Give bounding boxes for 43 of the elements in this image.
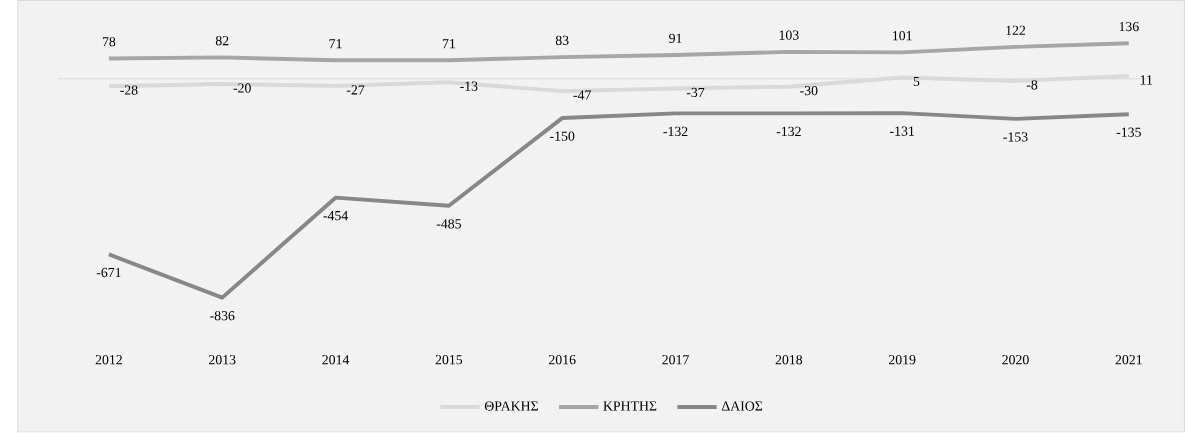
- data-label: 91: [669, 33, 682, 44]
- legend-label: ΚΡΗΤΗΣ: [603, 401, 657, 411]
- x-tick-label: 2020: [1002, 355, 1029, 365]
- data-label: -13: [460, 81, 478, 92]
- data-label: 71: [329, 39, 342, 49]
- data-label: 11: [1140, 75, 1153, 85]
- data-label: -27: [346, 85, 365, 95]
- x-tick-label: 2019: [888, 355, 916, 365]
- x-tick-label: 2017: [662, 355, 689, 365]
- data-label: -150: [550, 131, 575, 142]
- data-label: 71: [442, 39, 455, 49]
- legend-label: ΘΡΑΚΗΣ: [484, 401, 538, 411]
- data-label: 136: [1119, 22, 1139, 32]
- data-label: -8: [1026, 80, 1038, 90]
- data-label: -20: [233, 83, 251, 93]
- x-tick-label: 2015: [435, 355, 463, 365]
- data-label: 83: [555, 35, 569, 46]
- data-label: -28: [120, 85, 138, 95]
- data-label: -30: [800, 86, 818, 96]
- data-label: 78: [102, 37, 116, 47]
- data-label: 122: [1006, 25, 1026, 36]
- data-label: -131: [890, 126, 914, 136]
- data-label: 101: [893, 31, 912, 41]
- data-label: -153: [1003, 132, 1028, 142]
- data-label: -37: [686, 88, 705, 98]
- x-tick-label: 2018: [775, 355, 803, 365]
- data-label: -132: [776, 126, 801, 137]
- data-label: -836: [210, 311, 235, 321]
- x-tick-label: 2012: [95, 355, 122, 365]
- x-tick-label: 2016: [549, 355, 576, 365]
- data-label: 82: [215, 36, 229, 46]
- x-tick-label: 2021: [1115, 355, 1142, 365]
- data-label: 5: [913, 77, 920, 87]
- x-tick-label: 2014: [322, 355, 350, 365]
- x-tick-label: 2013: [209, 355, 236, 365]
- data-label: -671: [96, 268, 121, 278]
- data-label: 103: [779, 30, 799, 40]
- data-label: -132: [663, 126, 688, 137]
- data-label: -47: [573, 90, 591, 100]
- data-label: -454: [323, 211, 348, 221]
- data-label: -485: [436, 219, 461, 229]
- data-label: -135: [1116, 127, 1141, 138]
- legend-label: ΔΑΙΟΣ: [721, 401, 763, 411]
